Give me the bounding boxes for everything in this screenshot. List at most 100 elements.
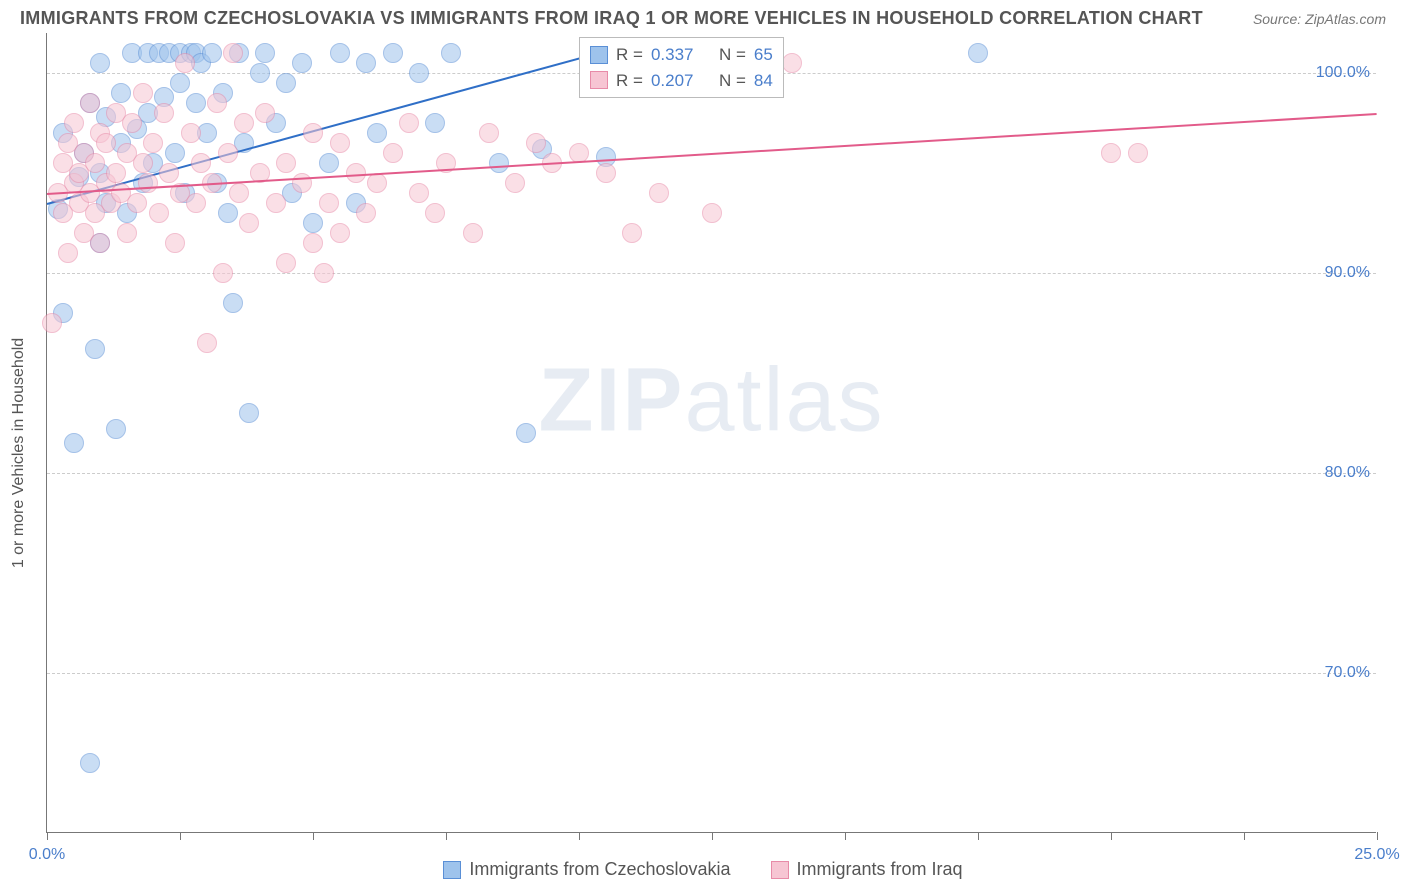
data-point-iraq (127, 193, 147, 213)
data-point-iraq (58, 243, 78, 263)
data-point-iraq (239, 213, 259, 233)
data-point-czech (367, 123, 387, 143)
data-point-czech (968, 43, 988, 63)
data-point-czech (165, 143, 185, 163)
data-point-iraq (85, 153, 105, 173)
data-point-czech (186, 93, 206, 113)
legend-item-iraq: Immigrants from Iraq (771, 859, 963, 880)
x-tick (313, 832, 314, 840)
stats-row-iraq: R = 0.207 N = 84 (590, 68, 773, 94)
n-value: 84 (754, 68, 773, 94)
x-tick (579, 832, 580, 840)
data-point-czech (303, 213, 323, 233)
data-point-iraq (175, 53, 195, 73)
data-point-iraq (165, 233, 185, 253)
legend-item-czech: Immigrants from Czechoslovakia (443, 859, 730, 880)
data-point-iraq (319, 193, 339, 213)
swatch-czech (443, 861, 461, 879)
data-point-iraq (383, 143, 403, 163)
data-point-iraq (479, 123, 499, 143)
y-tick-label: 70.0% (1325, 664, 1370, 682)
data-point-iraq (356, 203, 376, 223)
source-label: Source: ZipAtlas.com (1253, 11, 1386, 27)
data-point-iraq (64, 113, 84, 133)
data-point-iraq (80, 93, 100, 113)
chart-title: IMMIGRANTS FROM CZECHOSLOVAKIA VS IMMIGR… (20, 8, 1203, 29)
data-point-iraq (276, 253, 296, 273)
data-point-iraq (622, 223, 642, 243)
data-point-iraq (122, 113, 142, 133)
bottom-legend: Immigrants from Czechoslovakia Immigrant… (0, 859, 1406, 880)
data-point-czech (218, 203, 238, 223)
data-point-czech (239, 403, 259, 423)
data-point-iraq (229, 183, 249, 203)
data-point-iraq (181, 123, 201, 143)
data-point-iraq (218, 143, 238, 163)
n-value: 65 (754, 42, 773, 68)
data-point-czech (80, 753, 100, 773)
y-tick-label: 90.0% (1325, 264, 1370, 282)
r-label: R = (616, 68, 643, 94)
data-point-iraq (106, 163, 126, 183)
data-point-iraq (207, 93, 227, 113)
n-label: N = (719, 68, 746, 94)
data-point-czech (106, 419, 126, 439)
swatch-iraq-icon (590, 71, 608, 89)
data-point-iraq (596, 163, 616, 183)
data-point-czech (64, 433, 84, 453)
data-point-iraq (234, 113, 254, 133)
data-point-iraq (649, 183, 669, 203)
data-point-czech (255, 43, 275, 63)
data-point-czech (202, 43, 222, 63)
data-point-iraq (399, 113, 419, 133)
r-value: 0.207 (651, 68, 694, 94)
data-point-iraq (505, 173, 525, 193)
x-tick (712, 832, 713, 840)
swatch-iraq (771, 861, 789, 879)
data-point-iraq (367, 173, 387, 193)
swatch-czech-icon (590, 46, 608, 64)
data-point-czech (425, 113, 445, 133)
gridline (47, 673, 1376, 674)
data-point-iraq (143, 133, 163, 153)
data-point-czech (441, 43, 461, 63)
data-point-iraq (1101, 143, 1121, 163)
data-point-iraq (149, 203, 169, 223)
data-point-iraq (292, 173, 312, 193)
legend-label-czech: Immigrants from Czechoslovakia (469, 859, 730, 880)
data-point-czech (292, 53, 312, 73)
data-point-iraq (463, 223, 483, 243)
data-point-iraq (702, 203, 722, 223)
stats-row-czech: R =0.337 N =65 (590, 42, 773, 68)
data-point-iraq (276, 153, 296, 173)
data-point-iraq (255, 103, 275, 123)
data-point-czech (319, 153, 339, 173)
gridline (47, 473, 1376, 474)
data-point-iraq (223, 43, 243, 63)
watermark: ZIPatlas (538, 349, 884, 452)
x-tick (446, 832, 447, 840)
data-point-czech (250, 63, 270, 83)
y-tick-label: 80.0% (1325, 464, 1370, 482)
data-point-iraq (186, 193, 206, 213)
x-tick (1111, 832, 1112, 840)
data-point-czech (170, 73, 190, 93)
data-point-iraq (117, 223, 137, 243)
data-point-iraq (138, 173, 158, 193)
data-point-czech (85, 339, 105, 359)
n-label: N = (719, 42, 746, 68)
data-point-iraq (96, 133, 116, 153)
data-point-iraq (213, 263, 233, 283)
x-tick (1377, 832, 1378, 840)
data-point-iraq (303, 123, 323, 143)
x-tick (1244, 832, 1245, 840)
data-point-iraq (330, 223, 350, 243)
data-point-iraq (314, 263, 334, 283)
gridline (47, 273, 1376, 274)
data-point-iraq (1128, 143, 1148, 163)
x-tick (845, 832, 846, 840)
data-point-czech (516, 423, 536, 443)
data-point-iraq (154, 103, 174, 123)
legend-label-iraq: Immigrants from Iraq (797, 859, 963, 880)
data-point-iraq (330, 133, 350, 153)
